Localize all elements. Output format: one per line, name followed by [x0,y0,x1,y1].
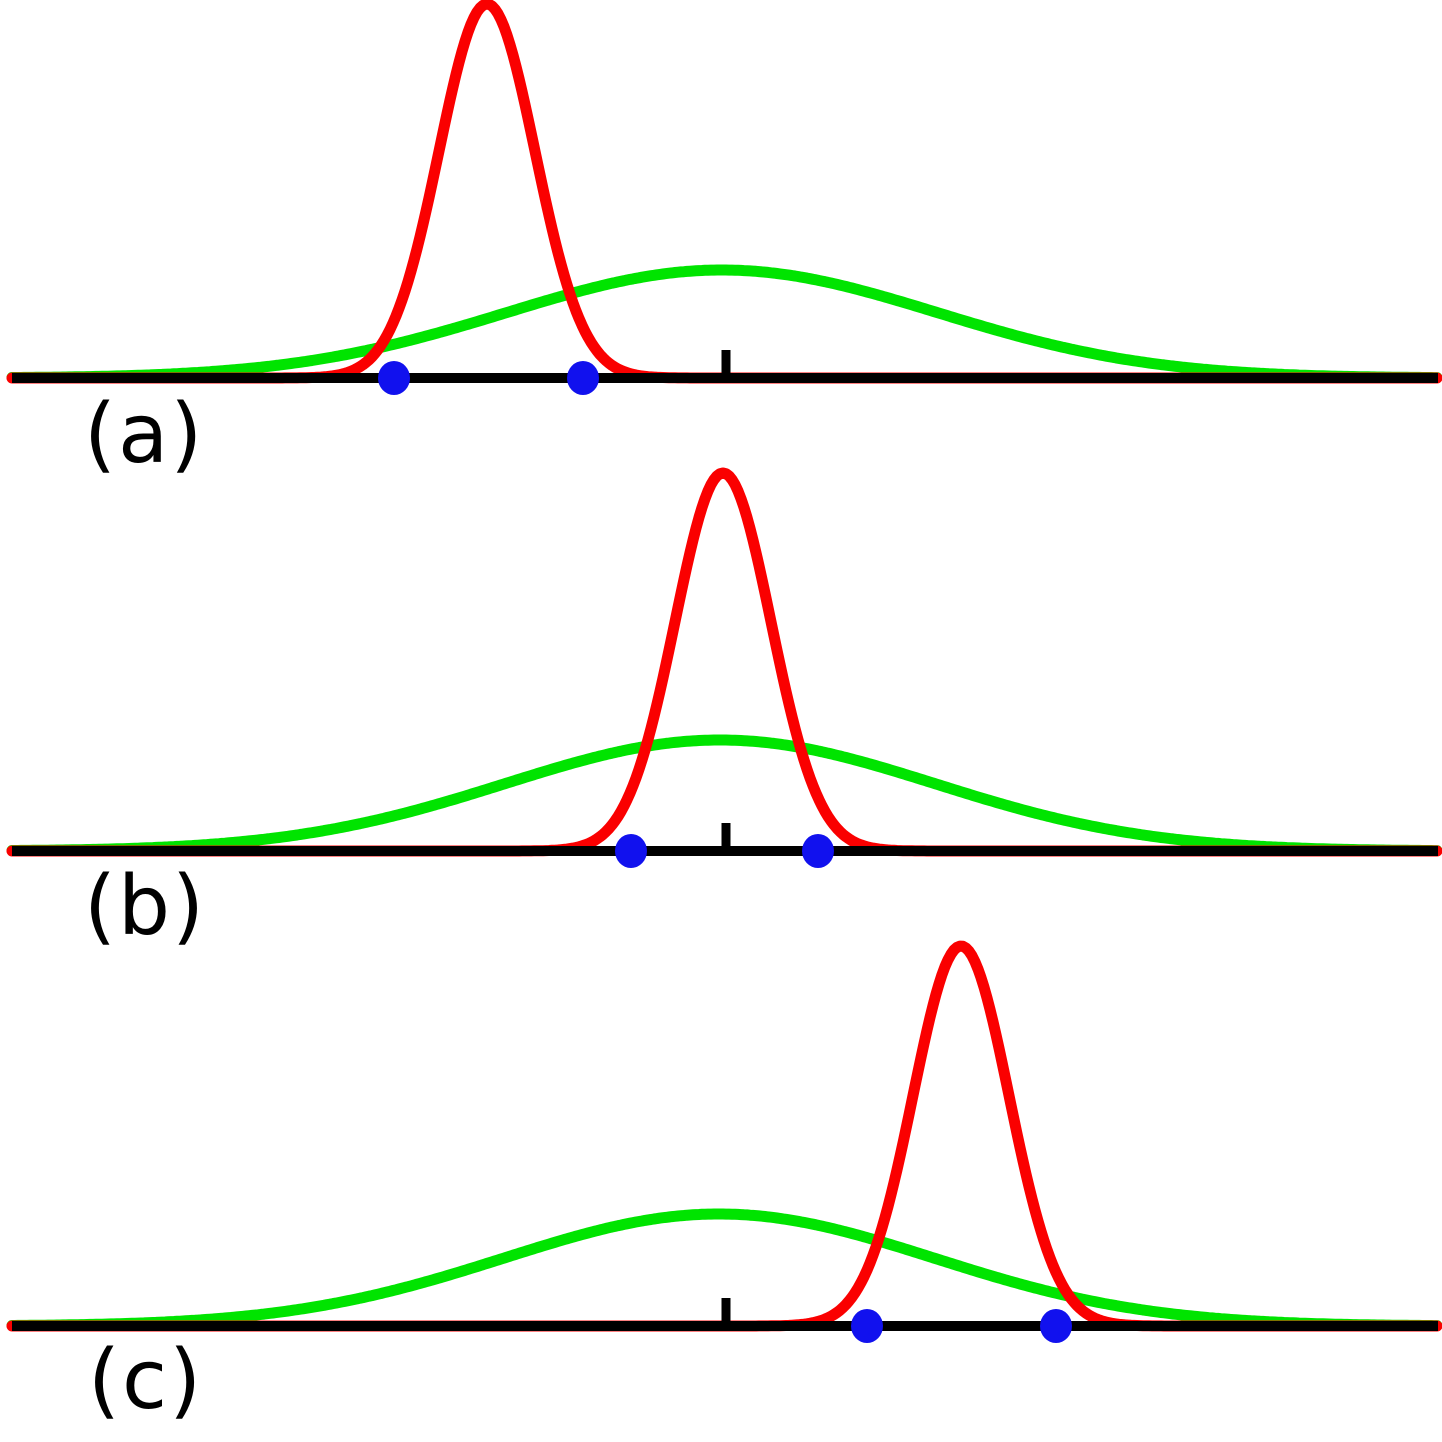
tick-mark [721,350,731,378]
tick-mark [721,1298,731,1326]
blue-data-point-2 [567,361,599,395]
blue-data-point-2 [802,834,834,868]
wide-green-gaussian-curve [6,1208,1442,1332]
blue-data-point-1 [851,1309,883,1343]
narrow-red-gaussian-curve [6,940,1442,1332]
panel-c [6,940,1442,1343]
narrow-red-gaussian-curve [6,467,1442,857]
panel-label-c: (c) [88,1333,204,1428]
wide-green-gaussian-curve [6,264,1442,384]
wide-green-gaussian-curve [6,734,1442,857]
panel-label-a: (a) [84,387,205,482]
blue-data-point-1 [378,361,410,395]
narrow-red-gaussian-curve [6,0,1442,384]
panel-a [6,0,1442,395]
blue-data-point-1 [615,834,647,868]
panel-b [6,467,1442,868]
blue-data-point-2 [1040,1309,1072,1343]
tick-mark [721,823,731,851]
panel-label-b: (b) [84,859,207,954]
